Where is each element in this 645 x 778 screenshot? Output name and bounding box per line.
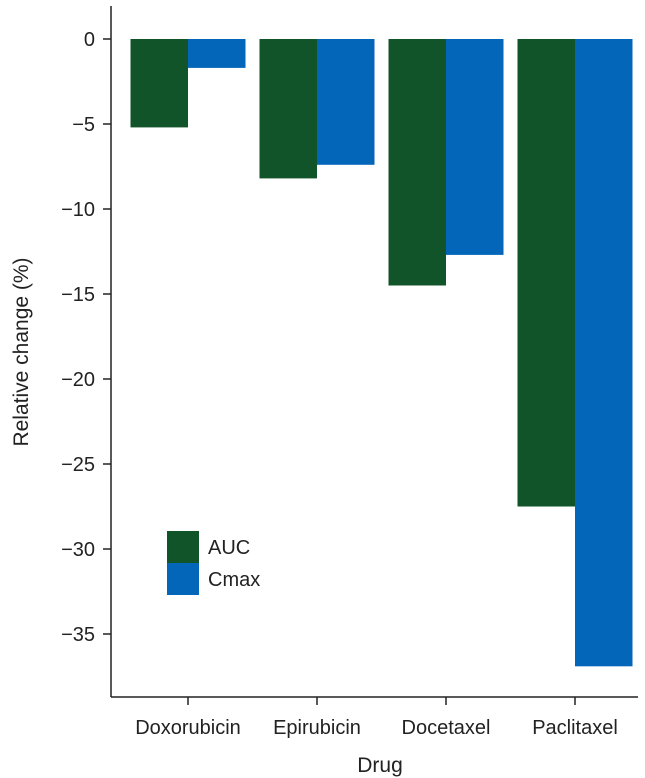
bar-auc-docetaxel	[388, 39, 446, 286]
y-tick-label: −35	[61, 624, 95, 646]
bar-auc-paclitaxel	[517, 39, 575, 507]
y-tick-label: −20	[61, 369, 95, 391]
x-tick-label: Doxorubicin	[135, 717, 241, 739]
legend: AUC Cmax	[167, 531, 260, 595]
bar-cmax-docetaxel	[446, 39, 504, 255]
x-tick-label: Docetaxel	[402, 717, 491, 739]
bar-cmax-doxorubicin	[188, 39, 246, 68]
plot-area: 0 −5 −10 −15 −20 −25 −30 −35 Doxorubicin Epirubi…	[61, 6, 638, 739]
legend-swatch-auc	[167, 531, 199, 563]
bar-cmax-epirubicin	[317, 39, 375, 165]
bars	[130, 39, 633, 667]
y-tick-label: 0	[84, 29, 95, 51]
legend-label-auc: AUC	[208, 537, 250, 559]
y-tick-label: −10	[61, 199, 95, 221]
y-tick-label: −30	[61, 539, 95, 561]
y-ticks: 0 −5 −10 −15 −20 −25 −30 −35	[61, 29, 111, 646]
y-axis-title: Relative change (%)	[10, 257, 33, 446]
legend-label-cmax: Cmax	[208, 569, 260, 591]
x-tick-label: Paclitaxel	[532, 717, 618, 739]
legend-swatch-cmax	[167, 563, 199, 595]
x-tick-label: Epirubicin	[273, 717, 361, 739]
bar-cmax-paclitaxel	[575, 39, 633, 667]
y-tick-label: −5	[72, 114, 95, 136]
y-tick-label: −25	[61, 454, 95, 476]
x-ticks: Doxorubicin Epirubicin Docetaxel Paclitaxel	[135, 697, 618, 739]
bar-auc-epirubicin	[259, 39, 317, 179]
bar-auc-doxorubicin	[130, 39, 188, 128]
x-axis-title: Drug	[357, 754, 403, 777]
y-tick-label: −15	[61, 284, 95, 306]
